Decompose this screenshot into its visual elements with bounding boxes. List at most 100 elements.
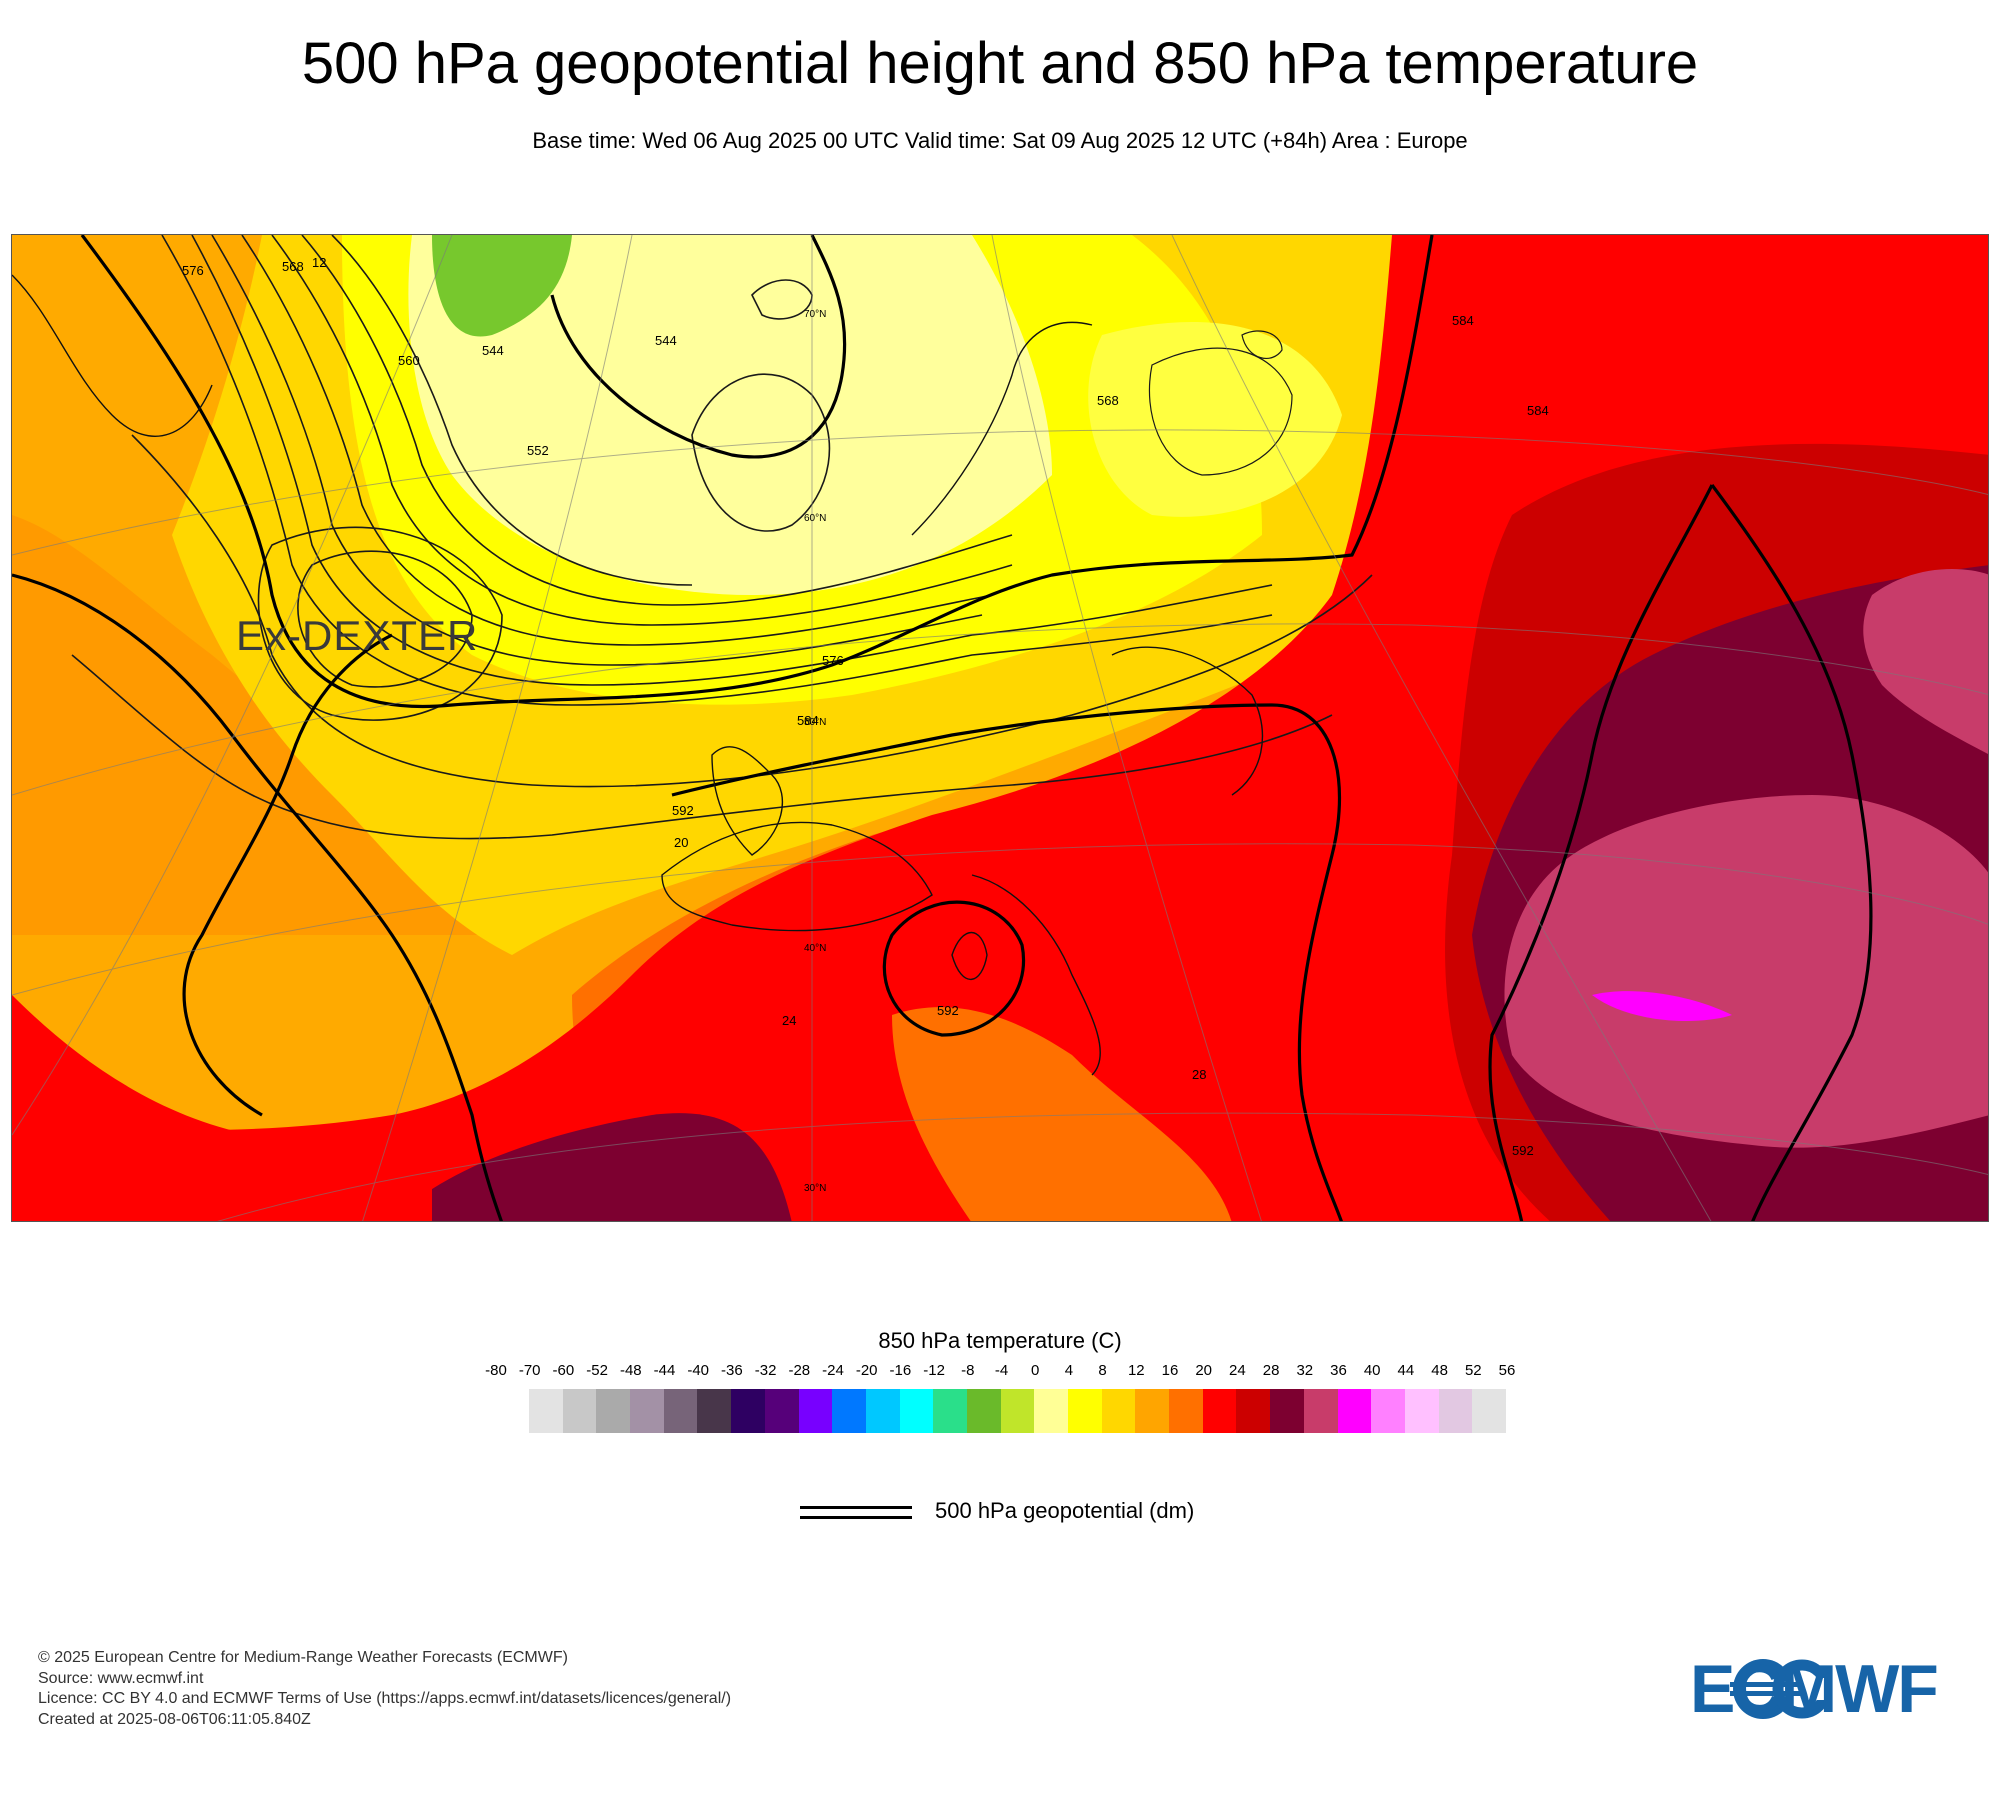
colorbar-tick-label: 20 [1195, 1362, 1213, 1379]
weather-map: 576 568 12 560 544 552 544 568 584 576 5… [11, 234, 1989, 1222]
colorbar-swatch [1337, 1389, 1372, 1433]
lat-label: 70°N [804, 309, 826, 320]
colorbar-tick-label: -32 [754, 1362, 777, 1379]
colorbar-tick-label: 24 [1229, 1362, 1246, 1379]
contour-labels: 576 568 12 560 544 552 544 568 584 576 5… [182, 255, 1549, 1158]
field-pale-yellow-east [1088, 321, 1342, 517]
colorbar-title: 850 hPa temperature (C) [878, 1328, 1122, 1353]
colorbar-swatch [1202, 1389, 1237, 1433]
lat-label: 40°N [804, 943, 826, 954]
storm-annotation: Ex-DEXTER [236, 612, 479, 659]
geopotential-contours-bold [12, 235, 1873, 1221]
colorbar-swatch [630, 1389, 664, 1433]
colorbar-tick-label: -20 [855, 1362, 878, 1379]
contour-label: 24 [782, 1013, 796, 1028]
colorbar-swatch [1068, 1389, 1102, 1433]
contour-label: 12 [312, 255, 326, 270]
contour-label: 592 [937, 1003, 959, 1018]
colorbar-tick-label: 48 [1431, 1362, 1448, 1379]
chart-title: 500 hPa geopotential height and 850 hPa … [301, 31, 1699, 96]
geopotential-legend-label: 500 hPa geopotential (dm) [935, 1498, 1195, 1523]
colorbar-swatch [933, 1389, 967, 1433]
colorbar-swatch [663, 1389, 698, 1433]
lat-label: 30°N [804, 1183, 826, 1194]
colorbar-swatch [1169, 1389, 1203, 1433]
credits: © 2025 European Centre for Medium-Range … [38, 1648, 731, 1730]
lat-label: 60°N [804, 513, 826, 524]
colorbar-tick-label: 12 [1127, 1362, 1145, 1379]
colorbar-swatch [1034, 1389, 1068, 1433]
contour-label: 584 [797, 713, 819, 728]
colorbar-swatch [1135, 1389, 1170, 1433]
contour-label: 544 [482, 343, 504, 358]
colorbar-tick-label: -8 [961, 1362, 975, 1379]
contour-label: 584 [1452, 313, 1474, 328]
colorbar-swatch [764, 1389, 799, 1433]
field-green [432, 235, 572, 337]
colorbar-swatch [966, 1389, 1001, 1433]
colorbar-tick-label: -24 [822, 1362, 844, 1379]
copyright-text: © 2025 European Centre for Medium-Range … [38, 1649, 568, 1666]
field-red-atlantic [12, 995, 432, 1221]
colorbar-tick-label: -40 [687, 1362, 710, 1379]
colorbar-swatch [697, 1389, 732, 1433]
geopotential-contours [71, 235, 1373, 840]
colorbar-swatch [1101, 1389, 1136, 1433]
geopotential-line-sample [800, 1502, 912, 1522]
latitude-labels: 70°N 60°N 50°N 40°N 30°N [804, 309, 826, 1194]
graticule [12, 235, 1988, 1221]
colorbar-swatch [832, 1389, 866, 1433]
contour-label: 584 [1527, 403, 1549, 418]
colorbar-tick-label: -52 [586, 1362, 608, 1379]
contour-label: 568 [1097, 393, 1119, 408]
colorbar-tick-label: -36 [721, 1362, 743, 1379]
field-pink [1504, 795, 1988, 1148]
colorbar-swatch [1371, 1389, 1405, 1433]
colorbar-swatch [1404, 1389, 1439, 1433]
source-link[interactable]: Source: www.ecmwf.int [38, 1669, 204, 1687]
colorbar-tick-label: 44 [1397, 1362, 1415, 1379]
colorbar-tick-label: -16 [889, 1362, 912, 1379]
contour-label: 568 [282, 259, 304, 274]
colorbar-swatch [731, 1389, 765, 1433]
colorbar-tick-label: -44 [653, 1362, 676, 1379]
field-pale-yellow [408, 235, 1052, 595]
contour-label: 576 [822, 653, 844, 668]
contour-label: 576 [182, 263, 204, 278]
colorbar-tick-label: 32 [1296, 1362, 1314, 1379]
colorbar-swatch [899, 1389, 934, 1433]
colorbar-swatch [529, 1389, 563, 1433]
colorbar-tick-label: -28 [788, 1362, 811, 1379]
coastlines [12, 274, 1264, 1076]
colorbar-tick-label: 16 [1161, 1362, 1179, 1379]
chart-subtitle: Base time: Wed 06 Aug 2025 00 UTC Valid … [532, 128, 1468, 153]
created-at-text: Created at 2025-08-06T06:11:05.840Z [38, 1710, 311, 1728]
colorbar-tick-label: 52 [1464, 1362, 1482, 1379]
contour-label: 592 [672, 803, 694, 818]
colorbar-tick-label: 56 [1498, 1362, 1516, 1379]
contour-label: 560 [398, 353, 420, 368]
contour-label: 544 [655, 333, 677, 348]
colorbar-tick-label: 40 [1363, 1362, 1381, 1379]
colorbar-tick-label: -12 [923, 1362, 945, 1379]
colorbar-tick-label: 28 [1262, 1362, 1280, 1379]
colorbar-tick-label: -80 [485, 1362, 507, 1379]
contour-label: 20 [674, 835, 688, 850]
contour-label: 28 [1192, 1067, 1206, 1082]
colorbar-swatch [1000, 1389, 1035, 1433]
colorbar-tick-label: -48 [619, 1362, 642, 1379]
colorbar-tick-label: 36 [1330, 1362, 1347, 1379]
colorbar-swatch [1438, 1389, 1473, 1433]
colorbar-tick-label: 4 [1064, 1362, 1074, 1379]
colorbar-swatch [1270, 1389, 1304, 1433]
ecmwf-logo-text: ECMWF [1690, 1651, 1939, 1727]
colorbar-tick-label: 0 [1031, 1362, 1040, 1379]
colorbar-swatch [798, 1389, 833, 1433]
lat-label: 50°N [804, 717, 826, 728]
contour-label: 592 [1512, 1143, 1534, 1158]
colorbar-swatch [562, 1389, 597, 1433]
colorbar-swatch [1472, 1389, 1506, 1433]
contour-label: 552 [527, 443, 549, 458]
colorbar-swatch [1236, 1389, 1271, 1433]
colorbar-swatch [596, 1389, 631, 1433]
